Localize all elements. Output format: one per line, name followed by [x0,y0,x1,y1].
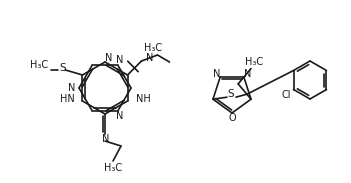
Text: H₃C: H₃C [104,163,122,173]
Text: H₃C: H₃C [245,57,263,67]
Text: N: N [68,83,76,93]
Text: N: N [102,134,110,144]
Text: N: N [146,53,153,63]
Text: H₃C: H₃C [31,60,48,70]
Text: S: S [228,89,234,99]
Text: S: S [59,63,66,73]
Text: H₃C: H₃C [145,43,163,53]
Text: N: N [105,53,113,63]
Text: NH: NH [135,94,150,104]
Text: N: N [116,55,124,66]
Text: N: N [244,69,251,79]
Text: N: N [116,111,124,121]
Text: HN: HN [60,94,74,104]
Text: O: O [228,113,236,123]
Text: Cl: Cl [282,89,291,100]
Text: N: N [213,69,220,79]
